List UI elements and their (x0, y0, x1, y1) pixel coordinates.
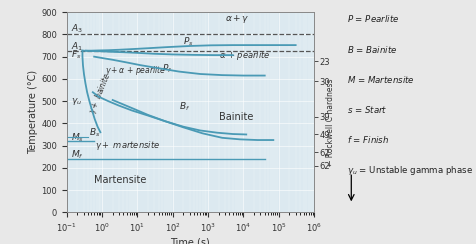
Text: $P$ = Pearlite: $P$ = Pearlite (347, 13, 400, 24)
Text: $\gamma_u$ = Unstable gamma phase: $\gamma_u$ = Unstable gamma phase (347, 164, 474, 177)
X-axis label: Time (s): Time (s) (170, 237, 210, 244)
Text: $\alpha + \gamma$: $\alpha + \gamma$ (225, 13, 249, 25)
Text: $F_s$: $F_s$ (70, 49, 81, 61)
Text: $M_f$: $M_f$ (70, 148, 83, 161)
Text: $f$ = Finish: $f$ = Finish (347, 134, 390, 145)
Text: $s$ = Start: $s$ = Start (347, 104, 388, 115)
Text: Martensite: Martensite (94, 175, 147, 185)
Text: $B_s$: $B_s$ (89, 127, 100, 139)
Text: $\gamma +$ bainite: $\gamma +$ bainite (86, 70, 115, 116)
Text: $\gamma +$ martensite: $\gamma +$ martensite (95, 139, 160, 152)
Text: $M$ = Martensite: $M$ = Martensite (347, 74, 415, 85)
Text: $P_s$: $P_s$ (183, 36, 194, 48)
Text: $M_s$: $M_s$ (70, 131, 84, 143)
Y-axis label: Temperature (°C): Temperature (°C) (28, 70, 38, 154)
Text: $\gamma_u$: $\gamma_u$ (70, 96, 82, 107)
Text: $A_1$: $A_1$ (70, 40, 83, 53)
Text: Bainite: Bainite (219, 112, 253, 122)
Text: $\gamma + \alpha$ + pearlite: $\gamma + \alpha$ + pearlite (105, 64, 166, 77)
Text: $\alpha$ + pearlite: $\alpha$ + pearlite (219, 50, 270, 62)
Text: $P_f$: $P_f$ (162, 62, 172, 75)
Text: $B$ = Bainite: $B$ = Bainite (347, 43, 398, 54)
Text: $B_f$: $B_f$ (179, 101, 190, 113)
Text: $A_3$: $A_3$ (70, 23, 83, 35)
Text: ← Rockwell C hardness: ← Rockwell C hardness (327, 78, 335, 166)
